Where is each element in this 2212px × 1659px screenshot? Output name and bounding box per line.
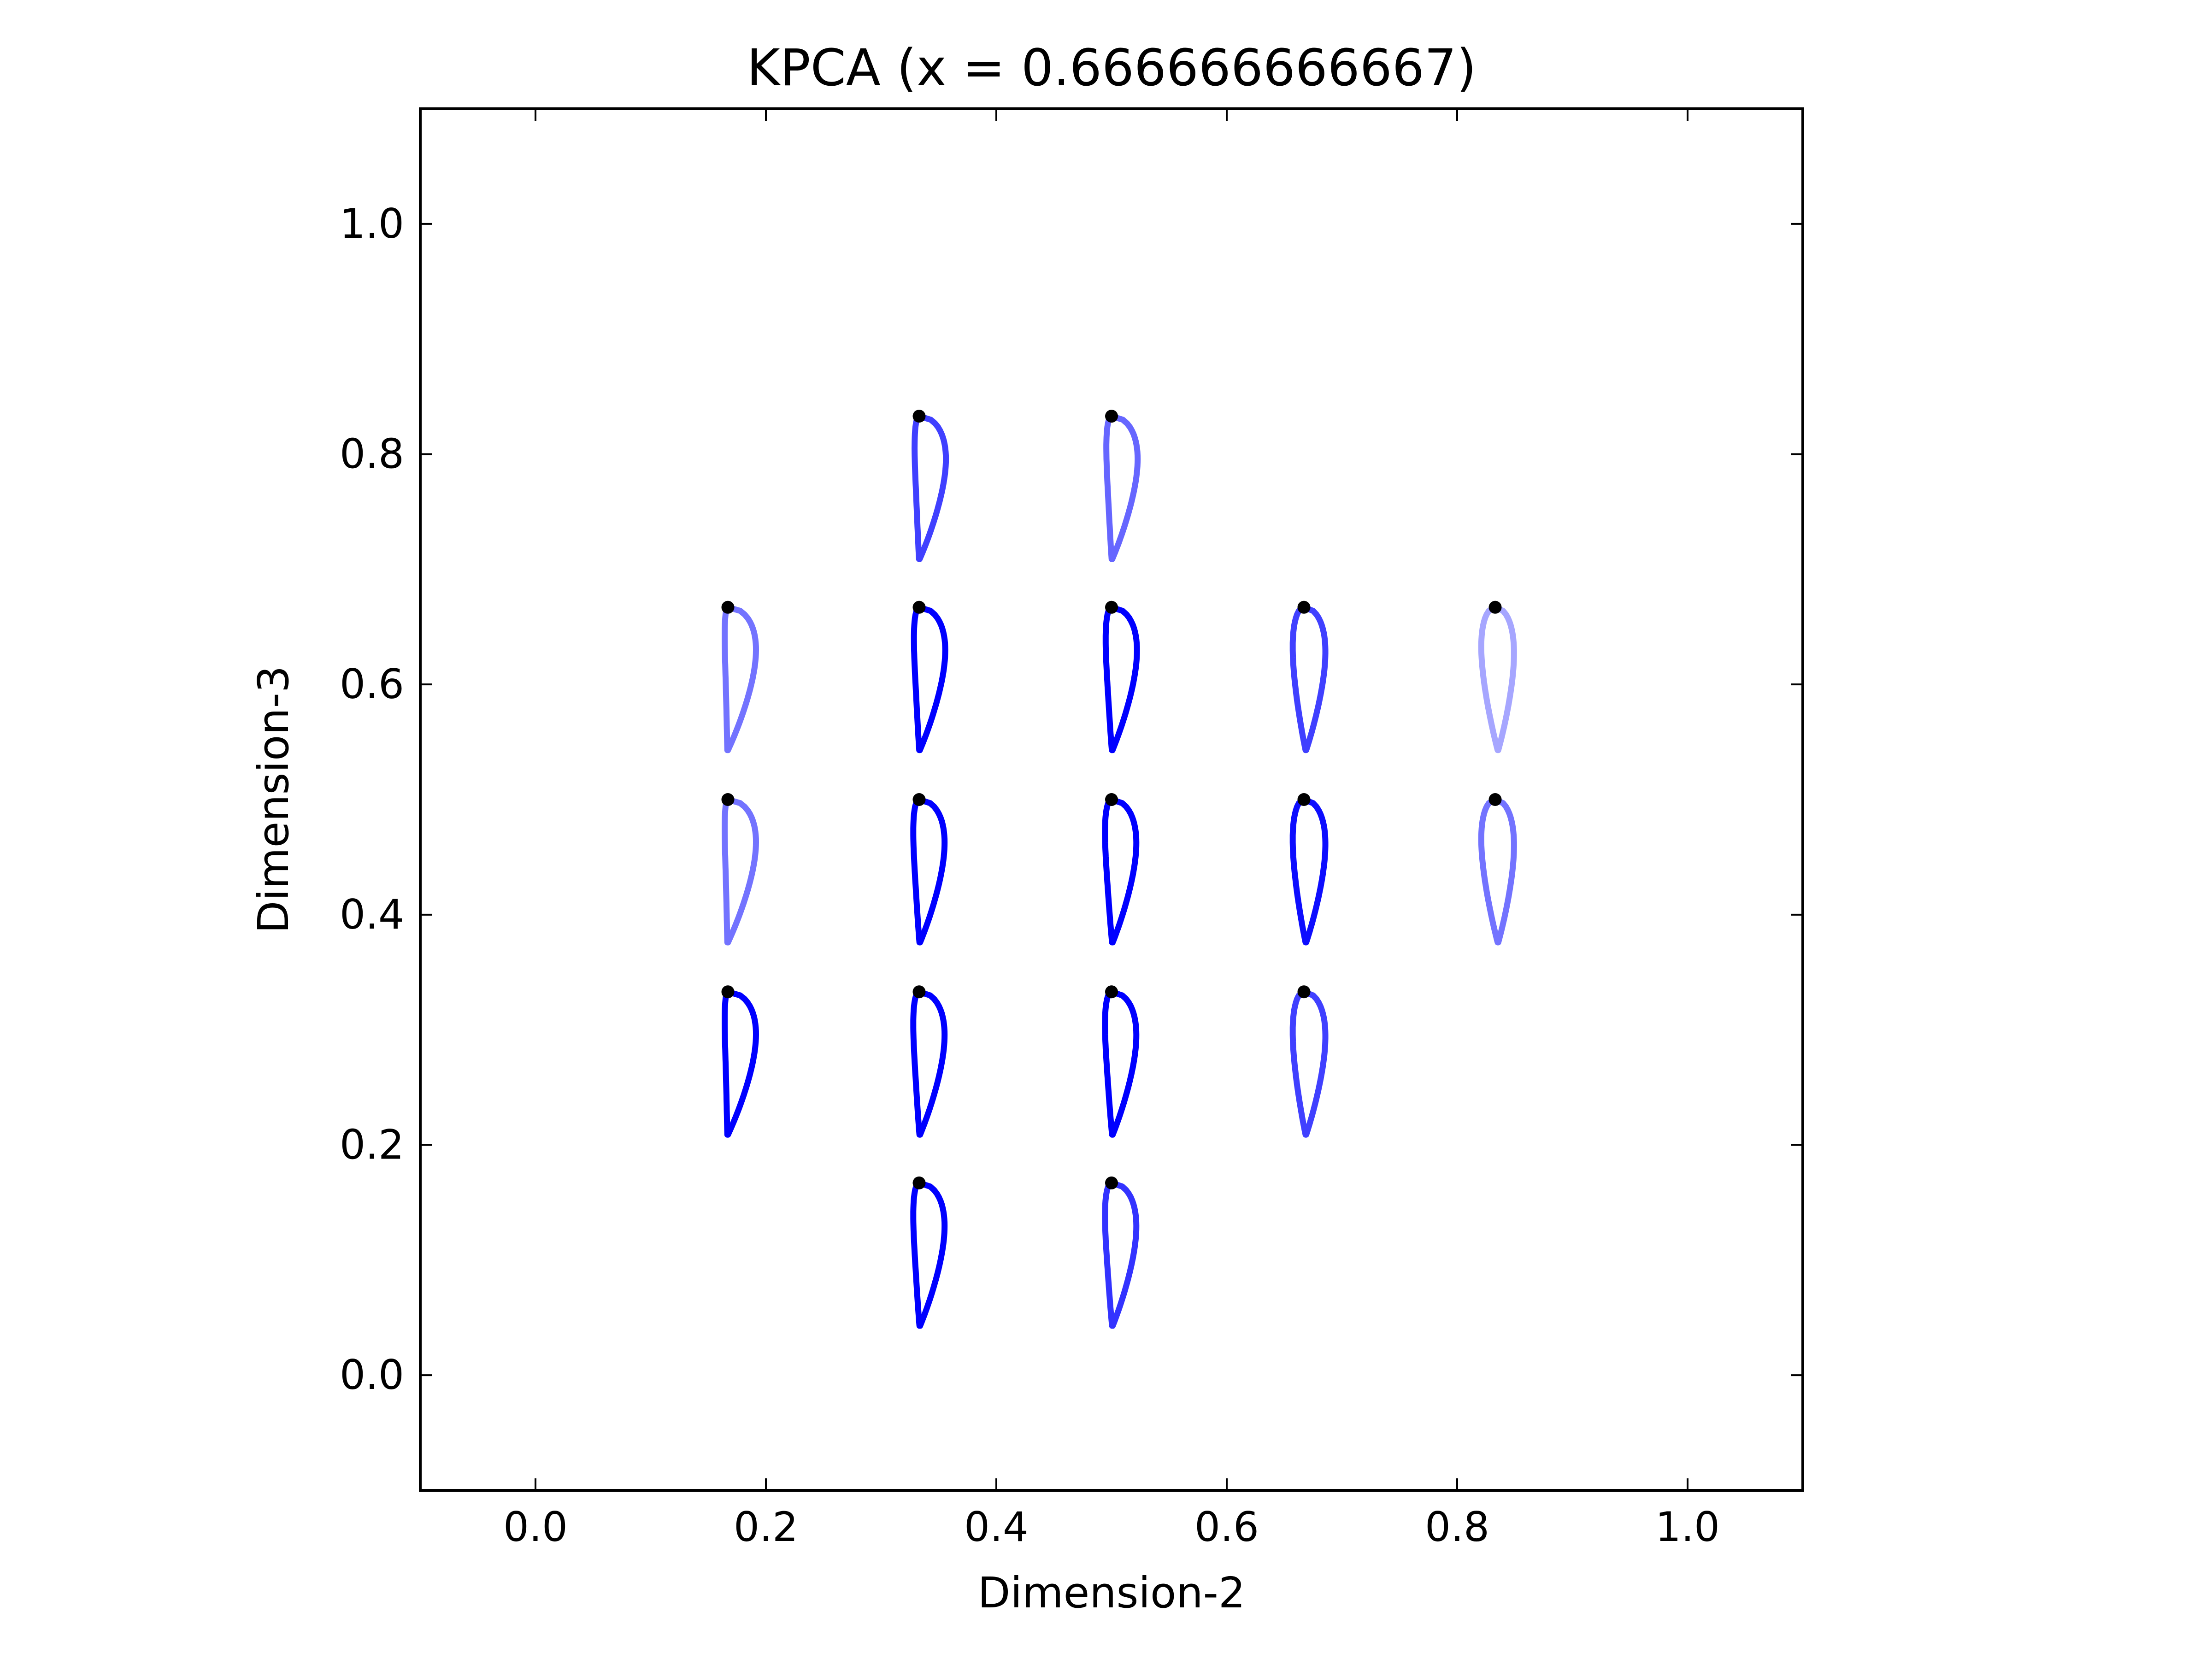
chart-title: KPCA (x = 0.666666666667) xyxy=(747,38,1476,97)
x-tick-label: 0.0 xyxy=(503,1503,568,1551)
leading-edge-dot xyxy=(1105,600,1118,614)
airfoil-marker xyxy=(910,796,948,946)
y-tick-label: 0.8 xyxy=(340,430,404,478)
leading-edge-dot xyxy=(1297,600,1311,614)
airfoil-marker xyxy=(1289,796,1329,946)
airfoil-marker xyxy=(1289,988,1329,1138)
x-tick-label: 0.2 xyxy=(734,1503,798,1551)
airfoil-marker xyxy=(910,988,948,1138)
x-tick-label: 0.6 xyxy=(1194,1503,1259,1551)
airfoil-marker xyxy=(1289,604,1329,753)
airfoil-marker xyxy=(1102,988,1140,1138)
leading-edge-dot xyxy=(721,600,735,614)
y-tick-label: 0.6 xyxy=(340,660,404,708)
airfoil-marker xyxy=(722,796,759,946)
airfoil-marker xyxy=(1102,1180,1140,1329)
airfoil-marker xyxy=(911,604,948,753)
airfoil-marker xyxy=(1103,413,1141,562)
y-tick-label: 0.4 xyxy=(340,891,404,938)
airfoil-markers xyxy=(721,410,1517,1329)
leading-edge-dot xyxy=(1105,985,1118,999)
y-tick-label: 0.0 xyxy=(340,1351,404,1399)
leading-edge-dot xyxy=(912,793,926,806)
leading-edge-dot xyxy=(1488,793,1502,806)
x-tick-label: 1.0 xyxy=(1655,1503,1720,1551)
airfoil-marker xyxy=(722,604,759,753)
airfoil-marker xyxy=(1478,604,1517,753)
airfoil-marker xyxy=(722,988,759,1138)
airfoil-marker xyxy=(1478,796,1517,946)
x-tick-label: 0.4 xyxy=(964,1503,1029,1551)
y-tick-label: 1.0 xyxy=(340,200,404,247)
x-tick-label: 0.8 xyxy=(1425,1503,1489,1551)
leading-edge-dot xyxy=(721,985,735,999)
airfoil-marker xyxy=(1102,796,1140,946)
leading-edge-dot xyxy=(721,793,735,806)
airfoil-marker xyxy=(1102,604,1140,753)
x-axis-label: Dimension-2 xyxy=(978,1568,1246,1618)
airfoil-marker xyxy=(910,1180,948,1329)
leading-edge-dot xyxy=(1105,793,1118,806)
y-tick-label: 0.2 xyxy=(340,1121,404,1169)
leading-edge-dot xyxy=(912,1176,926,1189)
plot-frame xyxy=(419,107,1804,1492)
axis-ticks: 0.0 0.2 0.4 0.6 0.8 1.0 0.0 0.2 0.4 0.6 0.8 1.0 xyxy=(340,109,1803,1551)
leading-edge-dot xyxy=(1105,410,1118,423)
y-axis-label: Dimension-3 xyxy=(249,666,298,934)
airfoil-marker xyxy=(912,413,949,562)
leading-edge-dot xyxy=(1297,793,1311,806)
leading-edge-dot xyxy=(1105,1176,1118,1189)
leading-edge-dot xyxy=(912,985,926,999)
leading-edge-dot xyxy=(912,600,926,614)
leading-edge-dot xyxy=(1488,600,1502,614)
leading-edge-dot xyxy=(1297,985,1311,999)
leading-edge-dot xyxy=(912,410,926,423)
